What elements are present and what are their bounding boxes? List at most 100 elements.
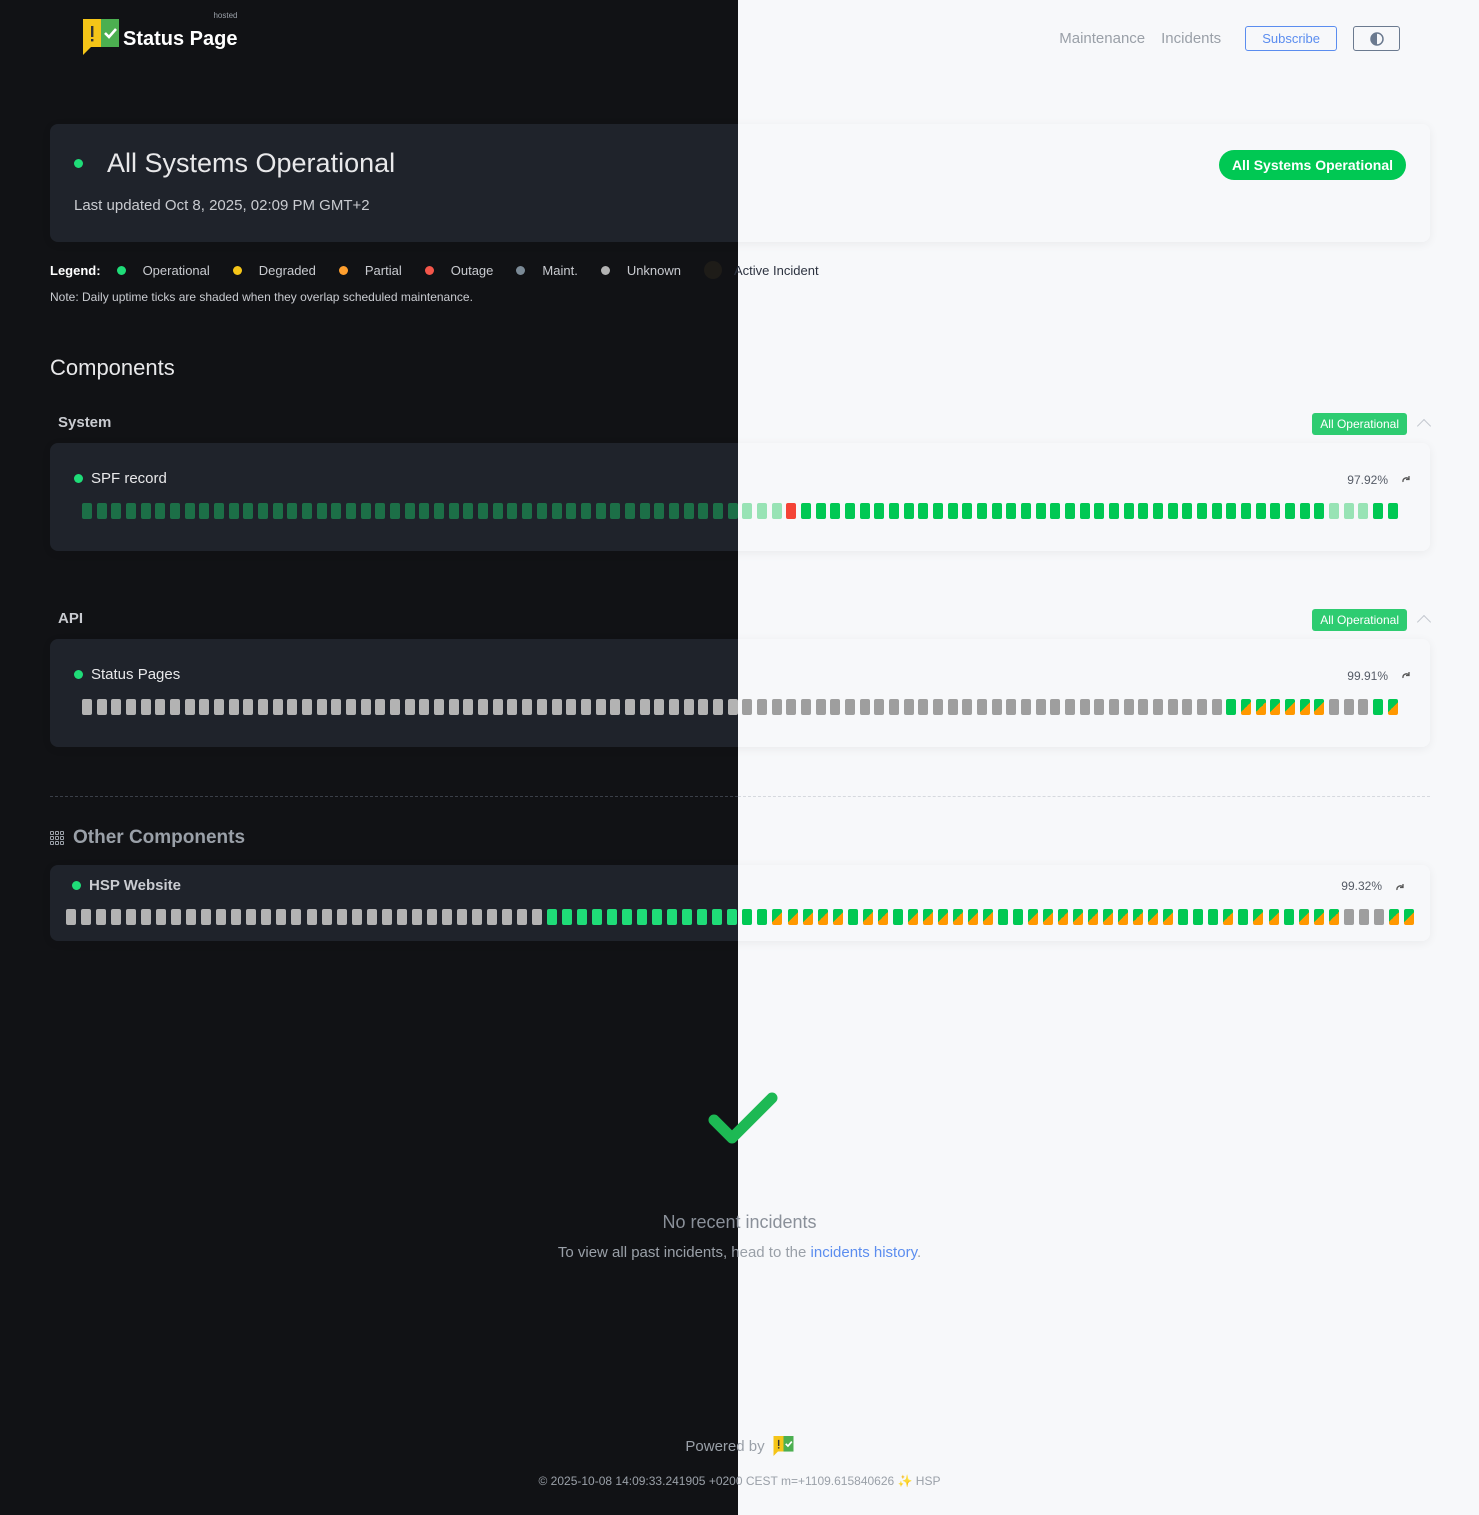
uptime-tick-unknown[interactable] (698, 699, 709, 715)
uptime-tick-operational[interactable] (1211, 503, 1222, 519)
uptime-tick-operational[interactable] (667, 909, 678, 925)
uptime-tick-operational-maintenance-shaded[interactable] (228, 503, 239, 519)
uptime-tick-unknown[interactable] (478, 699, 489, 715)
redo-icon[interactable] (1400, 473, 1412, 485)
uptime-tick-unknown[interactable] (1358, 909, 1369, 925)
uptime-tick-operational[interactable] (547, 909, 557, 925)
uptime-tick-unknown[interactable] (830, 699, 841, 715)
uptime-tick-unknown[interactable] (126, 909, 137, 925)
uptime-tick-unknown[interactable] (516, 909, 527, 925)
uptime-tick-unknown[interactable] (1167, 699, 1178, 715)
uptime-tick-unknown[interactable] (141, 909, 152, 925)
uptime-tick-operational-partial[interactable] (787, 909, 798, 925)
uptime-tick-unknown[interactable] (903, 699, 914, 715)
uptime-tick-operational-maintenance-shaded[interactable] (316, 503, 327, 519)
uptime-tick-operational-maintenance-shaded[interactable] (536, 503, 547, 519)
uptime-tick-operational-partial[interactable] (952, 909, 963, 925)
uptime-tick-operational[interactable] (903, 503, 914, 519)
uptime-tick-unknown[interactable] (381, 909, 392, 925)
uptime-tick-unknown[interactable] (742, 699, 753, 715)
uptime-tick-unknown[interactable] (246, 909, 257, 925)
uptime-tick-operational[interactable] (962, 503, 973, 519)
uptime-tick-unknown[interactable] (96, 909, 107, 925)
uptime-tick-unknown[interactable] (1079, 699, 1090, 715)
uptime-tick-operational-maintenance-shaded[interactable] (287, 503, 298, 519)
uptime-tick-unknown[interactable] (111, 909, 122, 925)
uptime-tick-operational[interactable] (1208, 909, 1219, 925)
uptime-tick-operational[interactable] (1226, 503, 1237, 519)
uptime-tick-operational[interactable] (800, 503, 811, 519)
uptime-tick-unknown[interactable] (947, 699, 958, 715)
uptime-tick-unknown[interactable] (501, 909, 512, 925)
uptime-tick-unknown[interactable] (336, 909, 347, 925)
uptime-tick-unknown[interactable] (1006, 699, 1017, 715)
uptime-tick-operational-partial[interactable] (1328, 909, 1339, 925)
uptime-tick-operational-maintenance-shaded[interactable] (404, 503, 415, 519)
uptime-tick-operational-maintenance-shaded[interactable] (1329, 503, 1340, 519)
uptime-tick-unknown[interactable] (756, 699, 767, 715)
uptime-tick-operational-maintenance-shaded[interactable] (360, 503, 371, 519)
uptime-tick-unknown[interactable] (346, 699, 357, 715)
uptime-tick-unknown[interactable] (434, 699, 445, 715)
uptime-tick-unknown[interactable] (321, 909, 332, 925)
uptime-tick-unknown[interactable] (426, 909, 437, 925)
uptime-tick-unknown[interactable] (1182, 699, 1193, 715)
uptime-tick-operational[interactable] (815, 503, 826, 519)
uptime-tick-operational[interactable] (888, 503, 899, 519)
uptime-tick-operational[interactable] (1270, 503, 1281, 519)
uptime-tick-operational-maintenance-shaded[interactable] (756, 503, 767, 519)
uptime-tick-operational-maintenance-shaded[interactable] (712, 503, 723, 519)
uptime-tick-operational[interactable] (577, 909, 588, 925)
uptime-tick-operational[interactable] (1138, 503, 1149, 519)
uptime-tick-operational-maintenance-shaded[interactable] (140, 503, 151, 519)
uptime-tick-operational-partial[interactable] (1313, 909, 1324, 925)
uptime-tick-unknown[interactable] (316, 699, 327, 715)
uptime-tick-operational-maintenance-shaded[interactable] (654, 503, 665, 519)
uptime-tick-unknown[interactable] (126, 699, 137, 715)
uptime-tick-unknown[interactable] (580, 699, 591, 715)
uptime-tick-unknown[interactable] (1021, 699, 1031, 715)
uptime-tick-unknown[interactable] (375, 699, 386, 715)
uptime-tick-operational-partial[interactable] (1043, 909, 1054, 925)
uptime-tick-unknown[interactable] (507, 699, 518, 715)
uptime-tick-unknown[interactable] (258, 699, 269, 715)
uptime-tick-unknown[interactable] (683, 699, 694, 715)
uptime-tick-operational[interactable] (622, 909, 633, 925)
uptime-tick-operational-maintenance-shaded[interactable] (507, 503, 518, 519)
uptime-tick-operational-partial[interactable] (817, 909, 828, 925)
uptime-tick-unknown[interactable] (66, 909, 76, 925)
uptime-tick-operational[interactable] (844, 503, 855, 519)
uptime-tick-operational-partial[interactable] (862, 909, 873, 925)
uptime-tick-unknown[interactable] (201, 909, 212, 925)
uptime-tick-operational-maintenance-shaded[interactable] (639, 503, 650, 519)
uptime-tick-operational-maintenance-shaded[interactable] (302, 503, 313, 519)
uptime-tick-operational[interactable] (1238, 909, 1249, 925)
incidents-history-link[interactable]: incidents history (810, 1244, 917, 1261)
uptime-tick-unknown[interactable] (1035, 699, 1046, 715)
uptime-tick-unknown[interactable] (441, 909, 452, 925)
uptime-tick-operational-maintenance-shaded[interactable] (668, 503, 679, 519)
uptime-tick-operational[interactable] (932, 503, 943, 519)
uptime-tick-unknown[interactable] (351, 909, 362, 925)
uptime-tick-unknown[interactable] (291, 909, 302, 925)
uptime-tick-operational[interactable] (592, 909, 603, 925)
uptime-tick-operational[interactable] (1255, 503, 1266, 519)
uptime-tick-unknown[interactable] (1358, 699, 1369, 715)
uptime-tick-operational-maintenance-shaded[interactable] (243, 503, 254, 519)
uptime-tick-unknown[interactable] (654, 699, 665, 715)
uptime-tick-operational-maintenance-shaded[interactable] (214, 503, 225, 519)
uptime-tick-operational[interactable] (1094, 503, 1105, 519)
uptime-tick-unknown[interactable] (276, 909, 287, 925)
uptime-tick-operational-partial[interactable] (922, 909, 933, 925)
uptime-tick-operational-partial[interactable] (1028, 909, 1038, 925)
uptime-tick-operational-maintenance-shaded[interactable] (698, 503, 709, 519)
uptime-tick-operational[interactable] (562, 909, 573, 925)
uptime-tick-operational-maintenance-shaded[interactable] (331, 503, 342, 519)
uptime-tick-unknown[interactable] (727, 699, 738, 715)
uptime-tick-operational-maintenance-shaded[interactable] (96, 503, 107, 519)
collapse-chevron-icon[interactable] (1416, 418, 1432, 434)
uptime-tick-operational-partial[interactable] (802, 909, 813, 925)
uptime-tick-operational[interactable] (1193, 909, 1204, 925)
uptime-tick-unknown[interactable] (1050, 699, 1061, 715)
uptime-tick-unknown[interactable] (551, 699, 562, 715)
